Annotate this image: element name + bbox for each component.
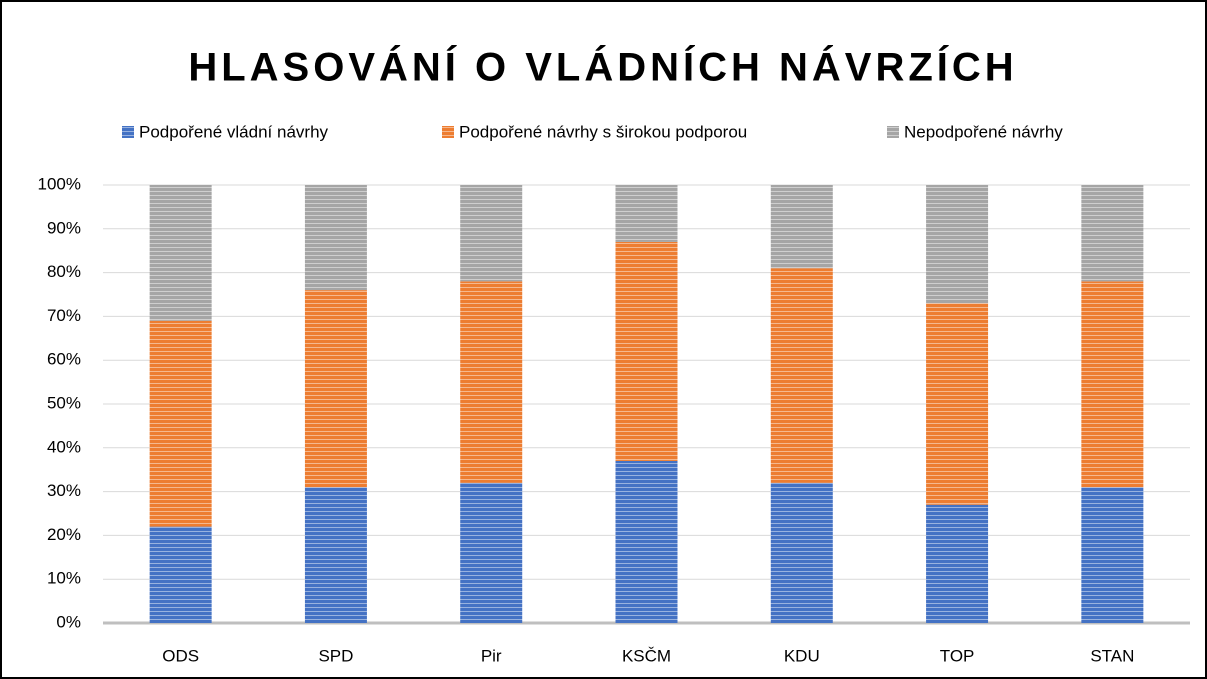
bar-segment	[770, 185, 833, 269]
bar-segment	[460, 482, 523, 623]
bar-segment	[149, 526, 212, 623]
bar-segment	[1081, 487, 1144, 623]
legend-label: Podpořené návrhy s širokou podporou	[459, 122, 747, 141]
x-tick-label: Pir	[481, 646, 502, 665]
y-tick-label: 20%	[47, 525, 81, 544]
y-tick-label: 70%	[47, 306, 81, 325]
y-tick-label: 10%	[47, 569, 81, 588]
legend-label: Podpořené vládní návrhy	[139, 122, 329, 141]
y-tick-label: 100%	[38, 174, 81, 193]
bar-segment	[304, 290, 367, 488]
x-tick-label: TOP	[940, 646, 975, 665]
y-tick-label: 80%	[47, 262, 81, 281]
bar-segment	[926, 303, 989, 505]
y-tick-label: 60%	[47, 350, 81, 369]
x-tick-label: KDU	[784, 646, 820, 665]
bar-segment	[1081, 281, 1144, 488]
bar-segment	[770, 268, 833, 483]
legend-label: Nepodpořené návrhy	[904, 122, 1063, 141]
bar-segment	[1081, 185, 1144, 282]
bar-segment	[460, 281, 523, 483]
chart-title: HLASOVÁNÍ O VLÁDNÍCH NÁVRZÍCH	[188, 45, 1017, 90]
bar-segment	[304, 185, 367, 291]
y-tick-label: 0%	[56, 612, 81, 631]
x-tick-label: ODS	[162, 646, 199, 665]
bar-segment	[615, 241, 678, 461]
bar-segment	[926, 504, 989, 623]
bar-segment	[770, 482, 833, 623]
bar-segment	[615, 460, 678, 623]
bar-segment	[926, 185, 989, 304]
bar-segment	[149, 320, 212, 527]
legend-swatch	[887, 126, 899, 138]
bar-segment	[615, 185, 678, 242]
x-tick-label: SPD	[318, 646, 353, 665]
y-tick-label: 30%	[47, 481, 81, 500]
y-tick-label: 40%	[47, 437, 81, 456]
y-tick-label: 50%	[47, 393, 81, 412]
x-tick-label: STAN	[1090, 646, 1134, 665]
bar-segment	[304, 487, 367, 623]
bar-segment	[149, 185, 212, 321]
bar-segment	[460, 185, 523, 282]
x-tick-label: KSČM	[622, 646, 671, 665]
y-tick-label: 90%	[47, 218, 81, 237]
legend-swatch	[122, 126, 134, 138]
legend-swatch	[442, 126, 454, 138]
